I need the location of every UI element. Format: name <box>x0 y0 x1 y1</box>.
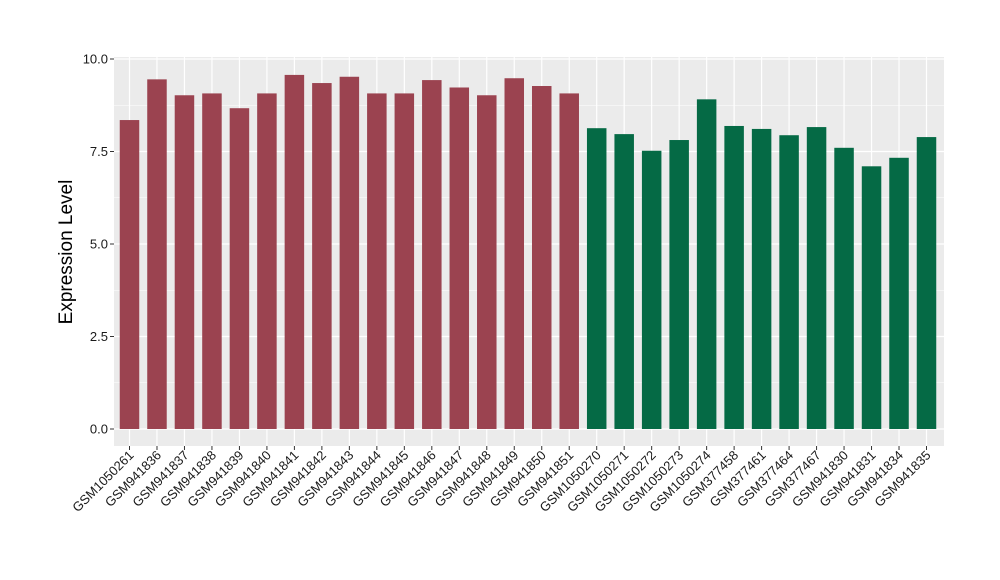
bar-gsm941834 <box>889 157 909 430</box>
bar-gsm941837 <box>174 95 195 429</box>
bar-gsm941835 <box>916 137 937 429</box>
bar-gsm377467 <box>806 127 827 429</box>
bar-gsm377464 <box>779 135 799 429</box>
bar-gsm941842 <box>312 83 332 430</box>
bar-gsm941840 <box>257 93 277 429</box>
bar-gsm377461 <box>751 128 772 429</box>
bar-gsm377458 <box>724 125 744 429</box>
y-tick-label: 5.0 <box>90 237 108 252</box>
bar-gsm1050272 <box>641 150 662 429</box>
bar-gsm941830 <box>834 147 854 430</box>
plot-panel <box>114 57 944 446</box>
bar-gsm941831 <box>861 166 882 430</box>
y-tick-label: 0.0 <box>90 422 108 437</box>
x-axis-ticks: GSM1050261GSM941836GSM941837GSM941838GSM… <box>69 446 934 515</box>
y-tick-label: 2.5 <box>90 329 108 344</box>
y-tick-label: 10.0 <box>83 52 108 67</box>
bar-gsm941843 <box>339 76 360 429</box>
bar-gsm941839 <box>229 108 250 430</box>
bar-gsm941850 <box>531 86 552 429</box>
bar-gsm941838 <box>202 93 222 429</box>
bar-gsm1050274 <box>696 99 717 429</box>
bar-gsm941836 <box>147 79 167 429</box>
bars <box>119 74 937 430</box>
bar-gsm941844 <box>367 93 387 429</box>
bar-gsm1050270 <box>586 128 607 429</box>
y-axis-ticks: 0.0 2.5 5.0 7.5 10.0 <box>83 52 114 437</box>
minor-gridlines <box>114 104 944 384</box>
bar-gsm941846 <box>422 80 442 429</box>
bar-gsm941849 <box>504 78 525 430</box>
y-axis-title: Expression Level <box>56 180 77 325</box>
bar-gsm1050271 <box>614 134 634 430</box>
y-tick-label: 7.5 <box>90 144 108 159</box>
bar-gsm1050261 <box>119 120 140 430</box>
bar-gsm941845 <box>394 93 415 429</box>
bar-gsm1050273 <box>669 140 689 429</box>
bar-gsm941851 <box>559 93 579 429</box>
bar-gsm941848 <box>477 95 497 429</box>
bar-gsm941841 <box>284 74 305 429</box>
bar-gsm941847 <box>449 87 470 430</box>
